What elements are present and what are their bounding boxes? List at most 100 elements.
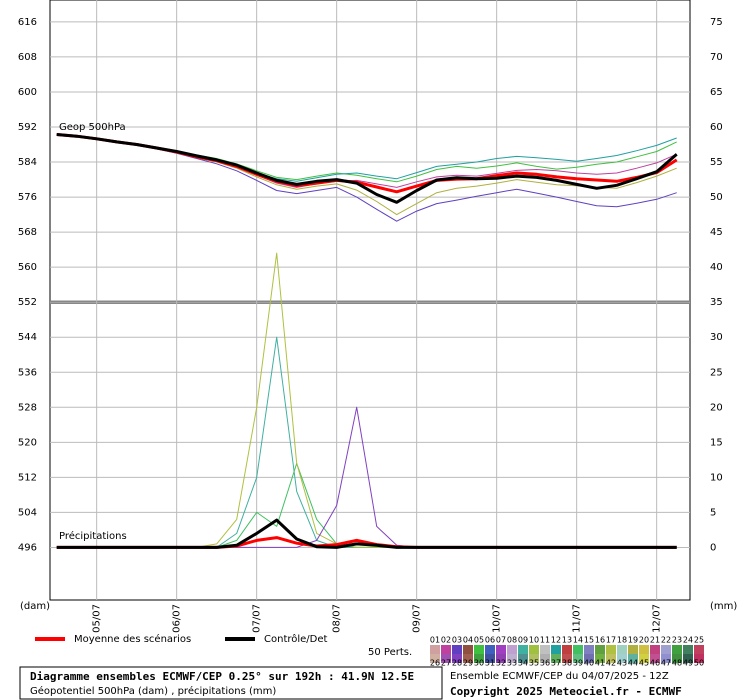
perturbation-label: 09 bbox=[518, 636, 528, 645]
legend-label: Contrôle/Det bbox=[264, 633, 328, 645]
perturbation-label: 02 bbox=[441, 636, 451, 645]
perturbation-label: 32 bbox=[496, 659, 506, 668]
perturbation-swatch bbox=[694, 645, 704, 654]
perturbation-label: 44 bbox=[628, 659, 638, 668]
perturbation-swatch bbox=[595, 654, 605, 663]
perturbation-label: 07 bbox=[496, 636, 506, 645]
y2-tick-label: 45 bbox=[710, 227, 723, 238]
perturbation-label: 22 bbox=[661, 636, 671, 645]
x-tick-label: 06/07 bbox=[172, 604, 183, 633]
perturbation-label: 25 bbox=[694, 636, 704, 645]
perturbation-swatch bbox=[639, 654, 649, 663]
perturbation-swatch bbox=[661, 654, 671, 663]
y2-tick-label: 55 bbox=[710, 157, 723, 168]
x-tick-label: 11/07 bbox=[572, 604, 583, 633]
y2-tick-label: 10 bbox=[710, 472, 723, 483]
perturbation-label: 39 bbox=[573, 659, 583, 668]
perturbation-swatch bbox=[617, 645, 627, 654]
perturbation-swatch bbox=[507, 654, 517, 663]
legend-label: Moyenne des scénarios bbox=[74, 633, 191, 645]
copyright: Copyright 2025 Meteociel.fr - ECMWF bbox=[450, 685, 682, 698]
y-tick-label: 552 bbox=[18, 297, 37, 308]
perturbation-swatch bbox=[485, 645, 495, 654]
perturbation-label: 36 bbox=[540, 659, 550, 668]
footer-box bbox=[19, 666, 443, 700]
y2-tick-label: 75 bbox=[710, 17, 723, 28]
perturbation-swatch bbox=[540, 645, 550, 654]
perturbation-label: 47 bbox=[661, 659, 671, 668]
perturbation-label: 08 bbox=[507, 636, 517, 645]
perturbation-label: 21 bbox=[650, 636, 660, 645]
y-tick-label: 576 bbox=[18, 192, 37, 203]
perturbation-swatch bbox=[518, 654, 528, 663]
perturbation-swatch bbox=[452, 654, 462, 663]
perturbation-swatch bbox=[562, 654, 572, 663]
perturbation-label: 46 bbox=[650, 659, 660, 668]
perturbation-swatch bbox=[683, 654, 693, 663]
y-unit: (dam) bbox=[20, 601, 50, 612]
perturbation-swatch bbox=[485, 654, 495, 663]
plot-area bbox=[49, 0, 691, 601]
perturbation-label: 24 bbox=[683, 636, 693, 645]
x-tick-label: 09/07 bbox=[412, 604, 423, 633]
perturbation-swatch bbox=[573, 654, 583, 663]
perturbation-swatch bbox=[595, 645, 605, 654]
perturbation-swatch bbox=[683, 645, 693, 654]
perturbation-label: 50 bbox=[694, 659, 704, 668]
perturbation-swatch bbox=[672, 654, 682, 663]
y-tick-label: 536 bbox=[18, 367, 37, 378]
perturbation-swatch bbox=[672, 645, 682, 654]
y-tick-label: 608 bbox=[18, 52, 37, 63]
y-tick-label: 528 bbox=[18, 402, 37, 413]
perturbation-swatch bbox=[573, 645, 583, 654]
perturbation-swatch bbox=[540, 654, 550, 663]
perturbation-label: 33 bbox=[507, 659, 517, 668]
perturbation-label: 40 bbox=[584, 659, 594, 668]
perturbation-label: 19 bbox=[628, 636, 638, 645]
perturbation-label: 37 bbox=[551, 659, 561, 668]
y2-tick-label: 60 bbox=[710, 122, 723, 133]
perturbation-swatch bbox=[606, 645, 616, 654]
data-line bbox=[56, 518, 677, 549]
perturbation-label: 28 bbox=[452, 659, 462, 668]
perturbation-swatch bbox=[441, 654, 451, 663]
perturbation-label: 27 bbox=[441, 659, 451, 668]
y-tick-label: 544 bbox=[18, 332, 37, 343]
perturbation-swatch bbox=[628, 645, 638, 654]
perturbation-label: 05 bbox=[474, 636, 484, 645]
data-line bbox=[56, 133, 678, 204]
perturbation-label: 13 bbox=[562, 636, 572, 645]
perturbation-swatch bbox=[474, 654, 484, 663]
perturbation-label: 15 bbox=[584, 636, 594, 645]
y-tick-label: 616 bbox=[18, 17, 37, 28]
perturbation-swatch bbox=[551, 645, 561, 654]
y-tick-label: 496 bbox=[18, 542, 37, 553]
footer-subtitle: Géopotentiel 500hPa (dam) , précipitatio… bbox=[30, 685, 276, 697]
perturbation-label: 45 bbox=[639, 659, 649, 668]
perturbation-label: 16 bbox=[595, 636, 605, 645]
perturbation-swatch bbox=[463, 645, 473, 654]
perturbation-label: 11 bbox=[540, 636, 550, 645]
y-tick-label: 568 bbox=[18, 227, 37, 238]
y2-tick-label: 25 bbox=[710, 367, 723, 378]
x-tick-label: 07/07 bbox=[252, 604, 263, 633]
x-tick-label: 08/07 bbox=[332, 604, 343, 633]
perturbation-label: 23 bbox=[672, 636, 682, 645]
y-tick-label: 600 bbox=[18, 87, 37, 98]
perturbation-label: 29 bbox=[463, 659, 473, 668]
perturbations-label: 50 Perts. bbox=[368, 647, 412, 658]
perturbation-swatch bbox=[650, 654, 660, 663]
perturbation-swatch bbox=[661, 645, 671, 654]
y2-unit: (mm) bbox=[710, 601, 737, 612]
perturbation-swatch bbox=[562, 645, 572, 654]
x-tick-label: 10/07 bbox=[492, 604, 503, 633]
precip-label: Précipitations bbox=[59, 530, 127, 542]
perturbation-label: 35 bbox=[529, 659, 539, 668]
y-tick-label: 512 bbox=[18, 472, 37, 483]
perturbation-label: 38 bbox=[562, 659, 572, 668]
perturbation-label: 26 bbox=[430, 659, 440, 668]
perturbation-label: 31 bbox=[485, 659, 495, 668]
y2-tick-label: 0 bbox=[710, 542, 716, 553]
perturbation-swatch bbox=[507, 645, 517, 654]
perturbation-label: 42 bbox=[606, 659, 616, 668]
